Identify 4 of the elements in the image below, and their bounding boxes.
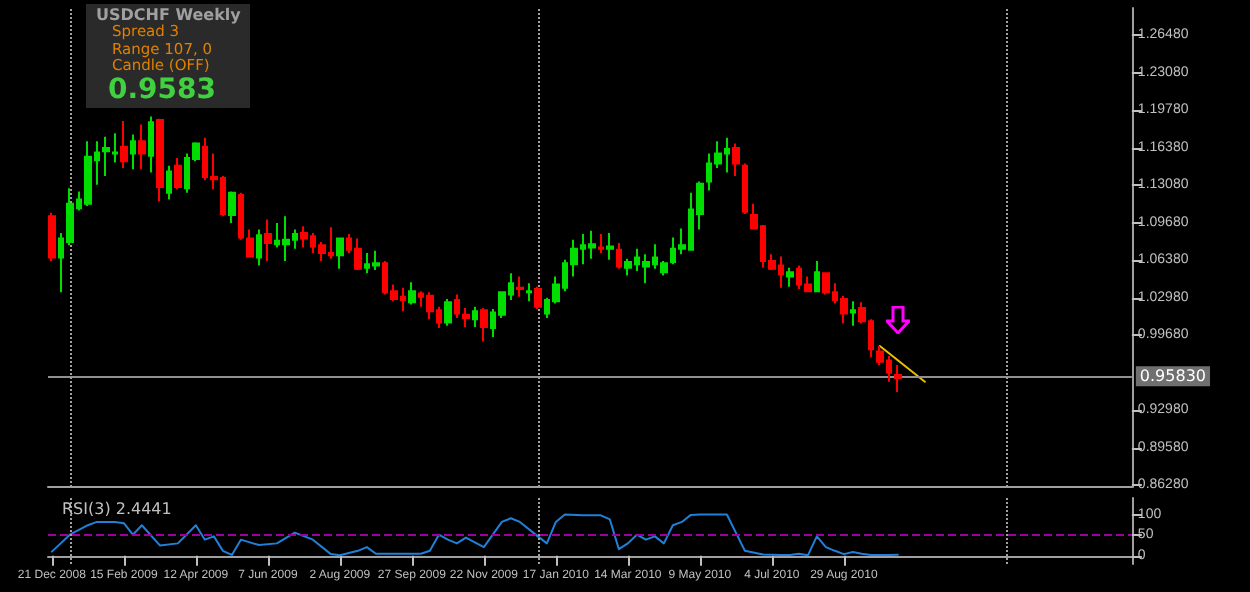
chart-title: USDCHF Weekly	[96, 6, 241, 24]
chart-title: RSI(3) 2.4441	[62, 500, 172, 518]
annotation: 0.9583	[106, 73, 219, 105]
ref-line-label: 0.95830	[1139, 367, 1207, 386]
